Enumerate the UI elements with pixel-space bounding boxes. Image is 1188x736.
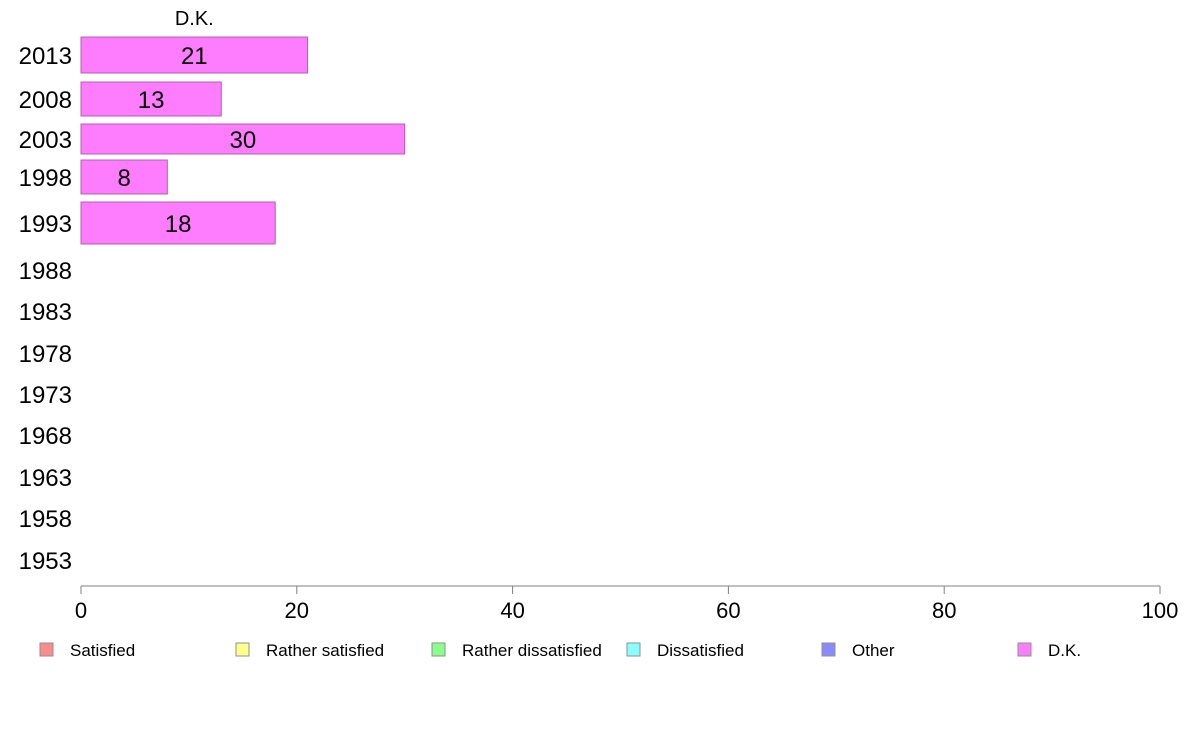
bar-2008-d-k- bbox=[80, 81, 222, 117]
category-label-1953: 1953 bbox=[19, 548, 72, 575]
category-label-1983: 1983 bbox=[19, 299, 72, 326]
category-label-1998: 1998 bbox=[19, 165, 72, 192]
bar-2003-d-k- bbox=[80, 123, 406, 155]
category-label-1968: 1968 bbox=[19, 423, 72, 450]
category-label-2008: 2008 bbox=[19, 87, 72, 114]
category-label-2003: 2003 bbox=[19, 127, 72, 154]
bar-1998-d-k- bbox=[80, 159, 168, 195]
legend-label-other: Other bbox=[852, 641, 895, 660]
legend-swatch-other bbox=[821, 642, 836, 657]
category-label-1978: 1978 bbox=[19, 341, 72, 368]
bar-2013-d-k- bbox=[80, 36, 309, 74]
x-tick-label-60: 60 bbox=[716, 598, 740, 623]
x-axis: 0 20 40 60 80 100 bbox=[75, 585, 1179, 623]
category-label-1963: 1963 bbox=[19, 465, 72, 492]
category-label-1958: 1958 bbox=[19, 506, 72, 533]
legend-label-rather-satisfied: Rather satisfied bbox=[266, 641, 384, 660]
bar-value-label-2013: 21 bbox=[181, 43, 208, 70]
legend-swatch-rather-dissatisfied bbox=[431, 642, 446, 657]
category-label-1993: 1993 bbox=[19, 211, 72, 238]
x-tick-label-40: 40 bbox=[500, 598, 524, 623]
legend-label-d-k-: D.K. bbox=[1048, 641, 1081, 660]
legend-swatch-rather-satisfied bbox=[235, 642, 250, 657]
legend-swatch-d-k- bbox=[1017, 642, 1032, 657]
bar-value-label-2003: 30 bbox=[229, 127, 256, 154]
legend-label-rather-dissatisfied: Rather dissatisfied bbox=[462, 641, 602, 660]
x-tick-label-80: 80 bbox=[932, 598, 956, 623]
category-labels: 2013 2008 2003 1998 1993 1988 1983 1978 1973 1968… bbox=[19, 43, 72, 575]
bar-value-label-1993: 18 bbox=[165, 211, 192, 238]
bar-value-label-2008: 13 bbox=[138, 87, 165, 114]
bars: 21 13 30 8 18 bbox=[80, 36, 406, 245]
category-label-1973: 1973 bbox=[19, 382, 72, 409]
legend-label-dissatisfied: Dissatisfied bbox=[657, 641, 744, 660]
category-label-2013: 2013 bbox=[19, 43, 72, 70]
bar-1993-d-k- bbox=[80, 201, 276, 245]
x-tick-label-20: 20 bbox=[285, 598, 309, 623]
category-label-1988: 1988 bbox=[19, 258, 72, 285]
bar-value-label-1998: 8 bbox=[117, 165, 130, 192]
x-tick-label-0: 0 bbox=[75, 598, 87, 623]
legend-swatch-satisfied bbox=[39, 642, 54, 657]
x-tick-label-100: 100 bbox=[1142, 598, 1179, 623]
legend: Satisfied Rather satisfied Rather dissatis… bbox=[39, 641, 1081, 660]
series-title: D.K. bbox=[175, 8, 214, 30]
legend-label-satisfied: Satisfied bbox=[70, 641, 135, 660]
legend-swatch-dissatisfied bbox=[626, 642, 641, 657]
